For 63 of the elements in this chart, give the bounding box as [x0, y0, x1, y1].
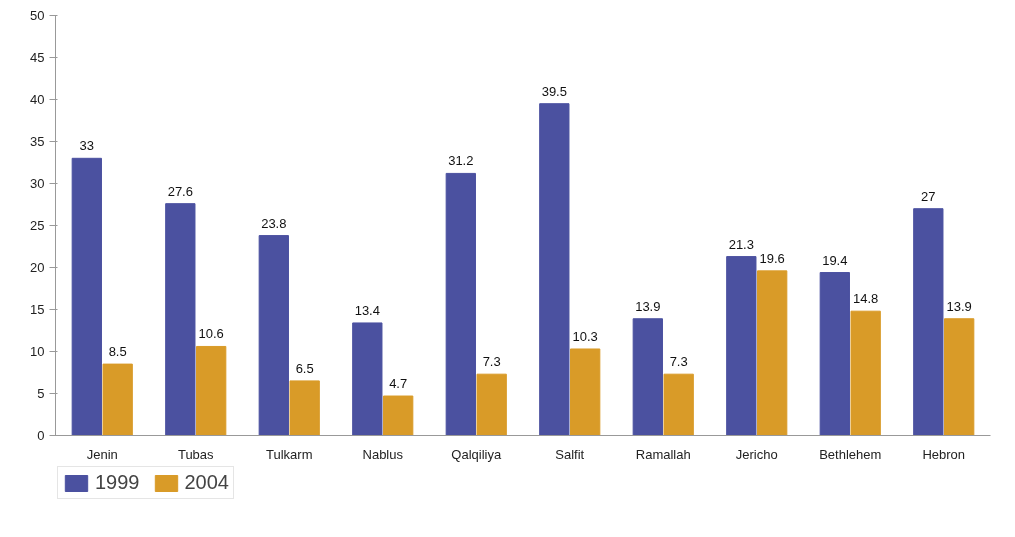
y-tick-label: 15 — [30, 302, 45, 317]
data-label: 14.8 — [853, 291, 879, 307]
x-tick-label: Jenin — [86, 446, 118, 462]
bar — [383, 395, 414, 436]
x-tick-label: Jericho — [735, 446, 778, 462]
data-label: 13.9 — [946, 298, 972, 314]
data-label: 13.4 — [354, 302, 380, 318]
data-label: 10.6 — [198, 326, 224, 342]
bar — [913, 208, 944, 436]
y-tick-label: 45 — [30, 50, 45, 65]
bar — [944, 318, 975, 436]
bar — [71, 157, 102, 436]
bar — [757, 270, 788, 436]
data-label: 13.9 — [635, 298, 661, 314]
bar — [632, 318, 663, 436]
data-label: 19.6 — [759, 250, 785, 266]
data-label: 7.3 — [669, 354, 688, 370]
x-tick-label: Hebron — [922, 446, 966, 462]
bar — [726, 256, 757, 436]
bar — [165, 203, 196, 436]
bar — [102, 363, 133, 436]
data-label: 33 — [79, 138, 95, 154]
bar — [352, 322, 383, 436]
y-tick-label: 5 — [37, 386, 45, 401]
y-tick-label: 30 — [30, 176, 45, 191]
bar — [539, 103, 570, 436]
data-label: 4.7 — [389, 376, 408, 392]
data-label: 6.5 — [295, 360, 314, 376]
y-tick-label: 25 — [30, 218, 45, 233]
legend-label: 1999 — [95, 471, 140, 494]
data-label: 27.6 — [167, 183, 193, 199]
bar — [850, 310, 881, 436]
bar — [570, 348, 601, 436]
x-tick-label: Ramallah — [635, 446, 691, 462]
data-label: 31.2 — [448, 153, 474, 169]
y-tick-label: 50 — [30, 8, 45, 23]
bar — [445, 172, 476, 436]
bar — [258, 235, 289, 436]
data-label: 27 — [921, 188, 936, 204]
x-tick-label: Qalqiliya — [451, 446, 502, 462]
data-label: 10.3 — [572, 328, 598, 344]
y-tick-label: 35 — [30, 134, 45, 149]
bar — [476, 373, 507, 436]
data-label: 8.5 — [108, 344, 127, 360]
y-tick-label: 20 — [30, 260, 45, 275]
y-tick-label: 10 — [30, 344, 45, 359]
data-label: 21.3 — [728, 236, 754, 252]
x-tick-label: Salfit — [555, 446, 585, 462]
x-tick-label: Bethlehem — [819, 446, 882, 462]
x-tick-label: Tulkarm — [266, 446, 313, 462]
y-tick-label: 40 — [30, 92, 45, 107]
data-label: 39.5 — [541, 83, 567, 99]
data-label: 19.4 — [822, 252, 848, 268]
data-label: 7.3 — [482, 354, 501, 370]
bar — [289, 380, 320, 436]
y-tick-label: 0 — [37, 428, 45, 443]
data-label: 23.8 — [261, 215, 287, 231]
bar — [663, 373, 694, 436]
x-tick-label: Tubas — [177, 446, 215, 462]
legend-label: 2004 — [184, 471, 229, 494]
bar — [196, 345, 227, 436]
x-tick-label: Nablus — [362, 446, 404, 462]
bar — [819, 272, 850, 436]
